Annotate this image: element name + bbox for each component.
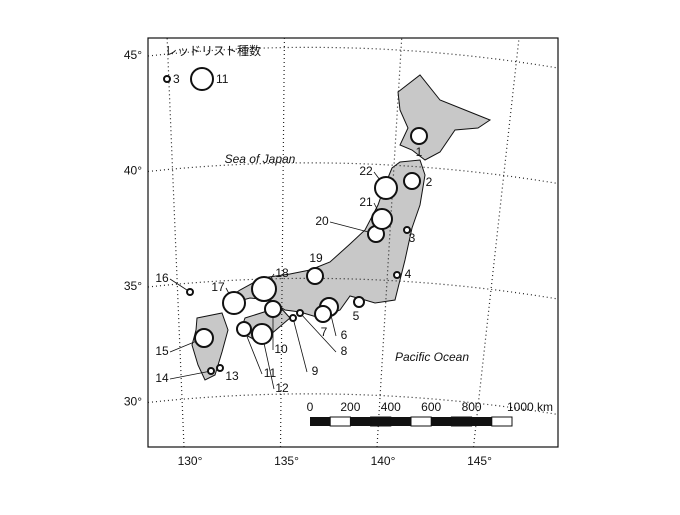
scale-segment [390, 417, 411, 426]
scale-segment [350, 417, 371, 426]
sea-label: Sea of Japan [225, 152, 296, 166]
site-label: 20 [315, 214, 329, 228]
site-label: 12 [275, 381, 289, 395]
scale-label: 200 [340, 400, 360, 414]
site-label: 8 [341, 344, 348, 358]
longitude-line [166, 37, 185, 448]
site-label: 18 [275, 266, 289, 280]
site-label: 6 [341, 328, 348, 342]
scale-label: 0 [307, 400, 314, 414]
site-circle [403, 172, 421, 190]
longitude-line [376, 37, 403, 448]
site-label: 21 [359, 195, 373, 209]
leader-line [169, 370, 212, 380]
site-circle [216, 364, 224, 372]
lat-tick-label: 40° [124, 164, 142, 178]
site-circle [194, 328, 214, 348]
site-label: 1 [416, 145, 423, 159]
site-circle [403, 226, 411, 234]
scale-segment [491, 416, 513, 427]
site-circle [222, 291, 246, 315]
lat-tick-label: 35° [124, 279, 142, 293]
lon-tick-label: 135° [274, 454, 299, 468]
site-label: 16 [155, 271, 169, 285]
site-circle [289, 314, 297, 322]
scale-segment [410, 416, 432, 427]
leader-line [292, 317, 308, 373]
site-label: 19 [309, 251, 323, 265]
lat-tick-label: 45° [124, 48, 142, 62]
scale-segment [329, 416, 351, 427]
site-label: 10 [274, 342, 288, 356]
site-circle [314, 305, 332, 323]
site-label: 2 [426, 175, 433, 189]
legend-label: 3 [173, 72, 180, 86]
site-label: 22 [359, 164, 373, 178]
site-circle [264, 300, 282, 318]
site-circle [371, 208, 393, 230]
site-label: 15 [155, 344, 169, 358]
sea-label: Pacific Ocean [395, 350, 469, 364]
legend-title: レッドリスト種数 [165, 43, 261, 58]
site-label: 9 [312, 364, 319, 378]
lon-tick-label: 145° [467, 454, 492, 468]
lon-tick-label: 140° [371, 454, 396, 468]
leader-line [299, 312, 337, 353]
legend-label: 11 [216, 72, 229, 86]
site-label: 4 [405, 267, 412, 281]
site-circle [251, 323, 273, 345]
site-circle [353, 296, 365, 308]
scale-segment [471, 417, 492, 426]
leader-line [243, 328, 263, 375]
site-circle [251, 276, 277, 302]
site-circle [296, 309, 304, 317]
longitude-line [279, 37, 286, 448]
longitude-line [472, 37, 520, 448]
site-circle [186, 288, 194, 296]
site-label: 5 [353, 309, 360, 323]
scale-segment [370, 416, 392, 427]
scale-label: 1000 km [507, 400, 553, 414]
legend-circle [163, 75, 171, 83]
legend-circle [190, 67, 214, 91]
lat-tick-label: 30° [124, 395, 142, 409]
scale-segment [431, 417, 452, 426]
scale-label: 800 [462, 400, 482, 414]
lon-tick-label: 130° [178, 454, 203, 468]
site-label: 17 [211, 280, 225, 294]
site-label: 7 [321, 325, 328, 339]
site-circle [306, 267, 324, 285]
site-circle [374, 176, 398, 200]
site-label: 13 [225, 369, 239, 383]
site-label: 3 [409, 231, 416, 245]
scale-segment [450, 416, 473, 427]
site-circle [236, 321, 252, 337]
site-label: 14 [155, 371, 169, 385]
scale-label: 600 [421, 400, 441, 414]
scale-segment [310, 417, 331, 426]
site-circle [410, 127, 428, 145]
scale-label: 400 [381, 400, 401, 414]
site-circle [393, 271, 401, 279]
site-circle [207, 367, 215, 375]
